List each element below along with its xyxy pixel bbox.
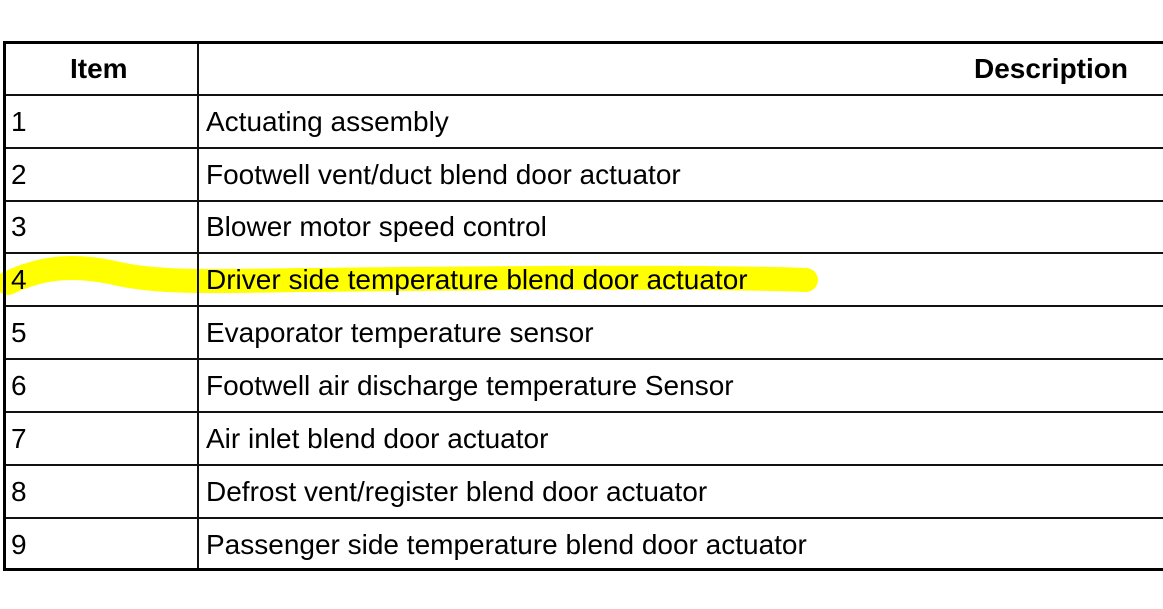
item-description: Footwell vent/duct blend door actuator [206,158,681,190]
table-row: 7 Air inlet blend door actuator [6,413,1163,466]
item-description: Actuating assembly [206,105,449,137]
item-description: Footwell air discharge temperature Senso… [206,369,734,401]
table-row: 1 Actuating assembly [6,96,1163,149]
item-number: 5 [11,316,27,348]
item-number: 4 [11,263,27,295]
item-description: Blower motor speed control [206,210,547,242]
item-number: 8 [11,475,27,507]
item-number: 1 [11,105,27,137]
item-description: Defrost vent/register blend door actuato… [206,475,708,507]
parts-table: Item Description 1 Actuating assembly 2 Foo… [3,41,1163,571]
column-divider [197,44,199,568]
header-item: Item [70,53,128,84]
item-number: 3 [11,210,27,242]
table-row: 8 Defrost vent/register blend door actuat… [6,466,1163,519]
table-row: 3 Blower motor speed control [6,201,1163,254]
item-description: Driver side temperature blend door actua… [206,263,748,295]
header-description: Description [973,53,1128,84]
table-row: 4 Driver side temperature blend door actu… [6,254,1163,307]
item-number: 6 [11,369,27,401]
item-number: 2 [11,158,27,190]
table-row: 2 Footwell vent/duct blend door actuator [6,149,1163,202]
item-number: 7 [11,422,27,454]
table-row: 6 Footwell air discharge temperature Sens… [6,360,1163,413]
item-number: 9 [11,529,27,560]
item-description: Air inlet blend door actuator [206,422,549,454]
item-description: Evaporator temperature sensor [206,316,594,348]
table-row: 9 Passenger side temperature blend door a… [6,519,1163,571]
table-header-row: Item Description [6,44,1163,96]
table-row: 5 Evaporator temperature sensor [6,307,1163,360]
item-description: Passenger side temperature blend door ac… [206,529,807,560]
